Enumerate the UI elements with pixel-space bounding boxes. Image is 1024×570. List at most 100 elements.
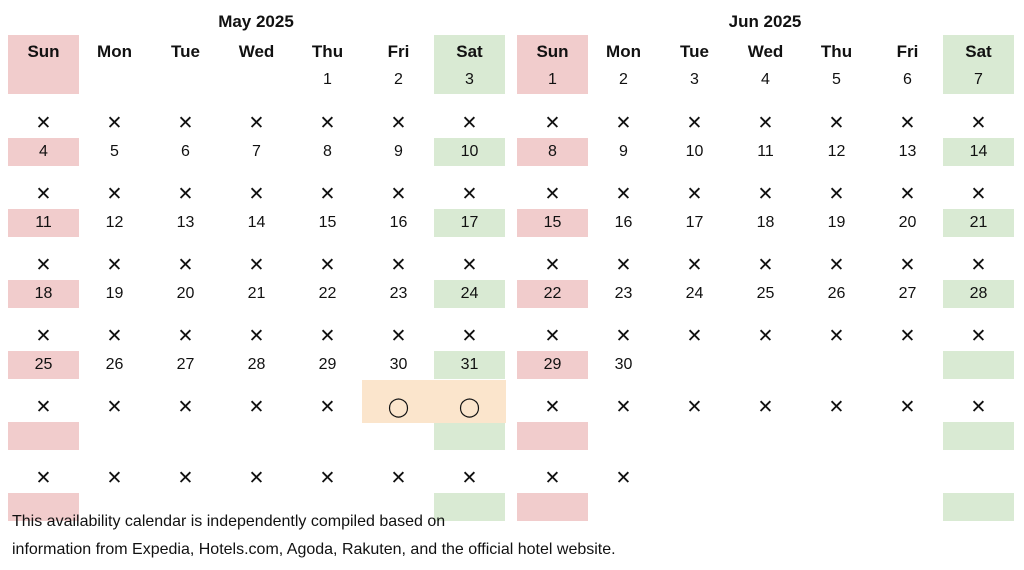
date-cell: 7 (252, 143, 261, 160)
footer-note-line-2: information from Expedia, Hotels.com, Ag… (12, 541, 616, 558)
unavailable-cross-icon: ✕ (177, 255, 194, 276)
unavailable-cross-icon: ✕ (177, 468, 194, 489)
sunday-header-bg (517, 35, 588, 94)
unavailable-cross-icon: ✕ (686, 184, 703, 205)
saturday-row-bg (434, 280, 505, 308)
date-cell: 9 (619, 143, 628, 160)
unavailable-cross-icon: ✕ (970, 113, 987, 134)
month-title-may: May 2025 (218, 12, 294, 31)
date-cell: 11 (757, 143, 774, 160)
unavailable-cross-icon: ✕ (461, 468, 478, 489)
sunday-header-bg (8, 35, 79, 94)
saturday-row-bg (943, 138, 1014, 166)
available-highlight (362, 380, 506, 423)
date-cell: 24 (460, 285, 479, 302)
unavailable-cross-icon: ✕ (461, 255, 478, 276)
unavailable-cross-icon: ✕ (970, 397, 987, 418)
date-cell: 28 (247, 356, 266, 373)
unavailable-cross-icon: ✕ (390, 113, 407, 134)
date-cell: 19 (827, 214, 846, 231)
date-cell: 6 (903, 71, 912, 88)
sunday-row-bg (517, 209, 588, 237)
unavailable-cross-icon: ✕ (390, 255, 407, 276)
unavailable-cross-icon: ✕ (319, 113, 336, 134)
date-cell: 2 (394, 71, 403, 88)
unavailable-cross-icon: ✕ (248, 326, 265, 347)
unavailable-cross-icon: ✕ (970, 184, 987, 205)
date-cell: 23 (614, 285, 633, 302)
unavailable-cross-icon: ✕ (35, 326, 52, 347)
date-cell: 24 (685, 285, 704, 302)
unavailable-cross-icon: ✕ (899, 326, 916, 347)
date-cell: 10 (685, 143, 704, 160)
unavailable-cross-icon: ✕ (615, 468, 632, 489)
unavailable-cross-icon: ✕ (177, 184, 194, 205)
unavailable-cross-icon: ✕ (757, 184, 774, 205)
unavailable-cross-icon: ✕ (248, 397, 265, 418)
unavailable-cross-icon: ✕ (106, 255, 123, 276)
unavailable-cross-icon: ✕ (970, 255, 987, 276)
date-cell: 3 (465, 71, 474, 88)
date-cell: 28 (969, 285, 988, 302)
unavailable-cross-icon: ✕ (319, 326, 336, 347)
saturday-row-bg (943, 280, 1014, 308)
date-cell: 31 (460, 356, 479, 373)
date-cell: 22 (318, 285, 337, 302)
unavailable-cross-icon: ✕ (615, 397, 632, 418)
available-circle-icon: ◯ (458, 397, 481, 418)
unavailable-cross-icon: ✕ (319, 184, 336, 205)
date-cell: 21 (969, 214, 988, 231)
date-cell: 2 (619, 71, 628, 88)
date-cell: 26 (827, 285, 846, 302)
unavailable-cross-icon: ✕ (248, 468, 265, 489)
unavailable-cross-icon: ✕ (319, 468, 336, 489)
unavailable-cross-icon: ✕ (390, 184, 407, 205)
unavailable-cross-icon: ✕ (686, 326, 703, 347)
sunday-row-bg (517, 422, 588, 450)
date-cell: 6 (181, 143, 190, 160)
date-cell: 25 (756, 285, 775, 302)
date-cell: 20 (898, 214, 917, 231)
date-cell: 14 (969, 143, 988, 160)
date-cell: 23 (389, 285, 408, 302)
unavailable-cross-icon: ✕ (544, 184, 561, 205)
date-cell: 1 (323, 71, 332, 88)
footer-note-line-1: This availability calendar is independen… (12, 513, 446, 530)
unavailable-cross-icon: ✕ (757, 113, 774, 134)
weekday-header-sat: Sat (456, 42, 483, 61)
date-cell: 13 (176, 214, 195, 231)
unavailable-cross-icon: ✕ (615, 184, 632, 205)
unavailable-cross-icon: ✕ (106, 326, 123, 347)
date-cell: 15 (543, 214, 562, 231)
unavailable-cross-icon: ✕ (899, 397, 916, 418)
sunday-row-bg (517, 280, 588, 308)
weekday-header-mon: Mon (97, 42, 132, 61)
unavailable-cross-icon: ✕ (106, 397, 123, 418)
date-cell: 27 (898, 285, 917, 302)
date-cell: 15 (318, 214, 337, 231)
unavailable-cross-icon: ✕ (899, 184, 916, 205)
unavailable-cross-icon: ✕ (757, 255, 774, 276)
date-cell: 22 (543, 285, 562, 302)
date-cell: 4 (761, 71, 770, 88)
unavailable-cross-icon: ✕ (544, 113, 561, 134)
saturday-row-bg (434, 351, 505, 379)
date-cell: 9 (394, 143, 403, 160)
weekday-header-wed: Wed (747, 42, 784, 61)
unavailable-cross-icon: ✕ (828, 397, 845, 418)
unavailable-cross-icon: ✕ (35, 468, 52, 489)
sunday-row-bg (517, 351, 588, 379)
unavailable-cross-icon: ✕ (544, 326, 561, 347)
unavailable-cross-icon: ✕ (615, 113, 632, 134)
date-cell: 5 (832, 71, 841, 88)
unavailable-cross-icon: ✕ (544, 397, 561, 418)
available-circle-icon: ◯ (387, 397, 410, 418)
unavailable-cross-icon: ✕ (899, 255, 916, 276)
unavailable-cross-icon: ✕ (461, 326, 478, 347)
unavailable-cross-icon: ✕ (319, 397, 336, 418)
date-cell: 13 (898, 143, 917, 160)
date-cell: 1 (548, 71, 557, 88)
unavailable-cross-icon: ✕ (544, 255, 561, 276)
sunday-row-bg (8, 209, 79, 237)
